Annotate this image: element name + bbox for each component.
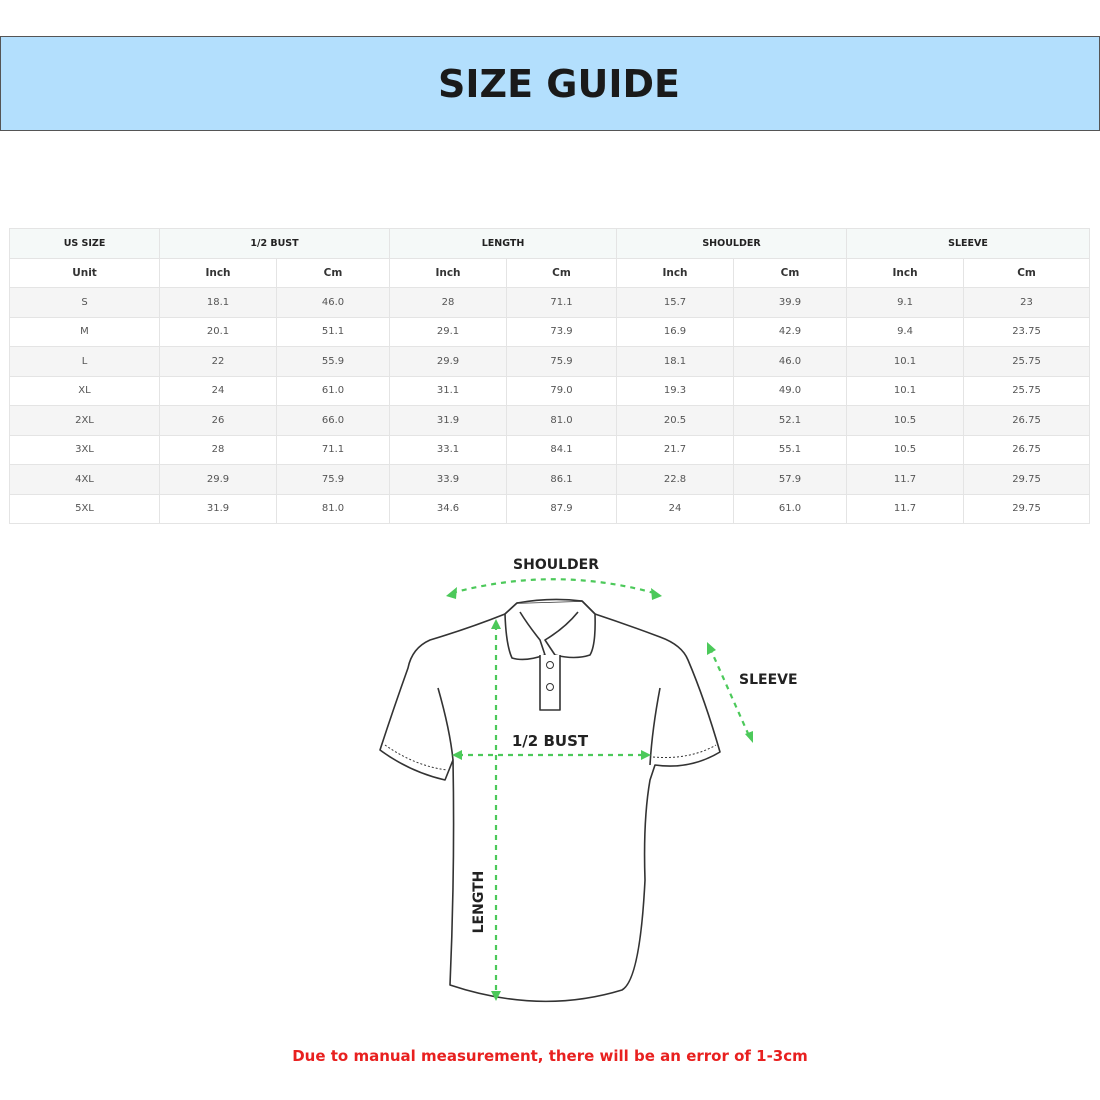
table-row: 2XL 26 66.0 31.9 81.0 20.5 52.1 10.5 26.75 [9,405,1091,436]
table-cell: 73.9 [506,316,617,347]
table-cell: 87.9 [506,493,617,524]
shoulder-label: SHOULDER [513,557,599,573]
size-cell: 4XL [9,464,160,495]
header-length: LENGTH [389,228,617,259]
table-cell: 55.9 [276,346,390,377]
table-row: XL 24 61.0 31.1 79.0 19.3 49.0 10.1 25.75 [9,375,1091,406]
table-cell: 55.1 [732,434,848,465]
size-cell: 5XL [9,493,160,524]
unit-label: Unit [9,257,160,288]
table-cell: 81.0 [276,493,390,524]
table-cell: 33.1 [389,434,507,465]
page-title: SIZE GUIDE [438,61,680,106]
table-cell: 75.9 [506,346,617,377]
arrow-head [491,619,501,629]
table-cell: 52.1 [732,405,848,436]
table-cell: 34.6 [389,493,507,524]
size-cell: 3XL [9,434,160,465]
table-cell: 11.7 [846,464,965,495]
unit-cm: Cm [963,257,1091,288]
table-cell: 31.9 [389,405,507,436]
table-cell: 10.1 [846,346,965,377]
table-row: S 18.1 46.0 28 71.1 15.7 39.9 9.1 23 [9,287,1091,318]
table-cell: 23.75 [963,316,1091,347]
unit-inch: Inch [389,257,507,288]
unit-header-row: Unit Inch Cm Inch Cm Inch Cm Inch Cm [9,257,1091,288]
table-cell: 16.9 [616,316,734,347]
arrow-head [651,588,662,600]
table-cell: 22 [159,346,277,377]
length-label: LENGTH [471,871,487,934]
arrow-head [491,991,501,1001]
arrow-head [446,587,457,599]
shoulder-arrow [451,578,659,596]
table-cell: 33.9 [389,464,507,495]
title-banner: SIZE GUIDE [0,36,1100,131]
table-cell: 51.1 [276,316,390,347]
table-cell: 10.5 [846,405,965,436]
measurement-note: Due to manual measurement, there will be… [292,1047,808,1065]
table-cell: 25.75 [963,346,1091,377]
table-cell: 46.0 [276,287,390,318]
arrow-head [707,642,716,655]
table-row: 3XL 28 71.1 33.1 84.1 21.7 55.1 10.5 26.75 [9,434,1091,465]
table-cell: 49.0 [732,375,848,406]
size-cell: L [9,346,160,377]
bust-label: 1/2 BUST [512,732,589,750]
table-cell: 61.0 [732,493,848,524]
unit-cm: Cm [276,257,390,288]
table-cell: 28 [389,287,507,318]
arrow-head [452,750,462,760]
table-cell: 18.1 [616,346,734,377]
table-cell: 71.1 [276,434,390,465]
unit-cm: Cm [732,257,848,288]
unit-inch: Inch [846,257,965,288]
table-cell: 26 [159,405,277,436]
shirt-body [379,600,721,1003]
table-row: L 22 55.9 29.9 75.9 18.1 46.0 10.1 25.75 [9,346,1091,377]
table-cell: 31.1 [389,375,507,406]
table-cell: 66.0 [276,405,390,436]
table-cell: 29.75 [963,464,1091,495]
table-cell: 10.5 [846,434,965,465]
table-cell: 71.1 [506,287,617,318]
table-row: 5XL 31.9 81.0 34.6 87.9 24 61.0 11.7 29.75 [9,493,1091,524]
shirt-collar [504,598,596,661]
table-row: 4XL 29.9 75.9 33.9 86.1 22.8 57.9 11.7 29.75 [9,464,1091,495]
shirt-placket [539,655,561,711]
table-cell: 39.9 [732,287,848,318]
sleeve-arrow [708,647,752,739]
table-cell: 79.0 [506,375,617,406]
table-cell: 23 [963,287,1091,318]
arrow-head [641,750,651,760]
table-cell: 20.5 [616,405,734,436]
table-cell: 15.7 [616,287,734,318]
arrow-head [745,731,753,743]
table-cell: 9.1 [846,287,965,318]
table-cell: 86.1 [506,464,617,495]
table-cell: 57.9 [732,464,848,495]
header-bust: 1/2 BUST [159,228,390,259]
table-cell: 21.7 [616,434,734,465]
table-cell: 18.1 [159,287,277,318]
unit-inch: Inch [159,257,277,288]
size-table: US SIZE 1/2 BUST LENGTH SHOULDER SLEEVE … [9,228,1091,524]
table-cell: 22.8 [616,464,734,495]
group-header-row: US SIZE 1/2 BUST LENGTH SHOULDER SLEEVE [9,228,1091,259]
table-cell: 29.9 [389,346,507,377]
header-sleeve: SLEEVE [846,228,1091,259]
header-shoulder: SHOULDER [615,228,848,259]
table-cell: 26.75 [963,434,1091,465]
table-cell: 24 [159,375,277,406]
sleeve-label: SLEEVE [739,672,798,688]
table-cell: 29.75 [963,493,1091,524]
unit-inch: Inch [616,257,734,288]
